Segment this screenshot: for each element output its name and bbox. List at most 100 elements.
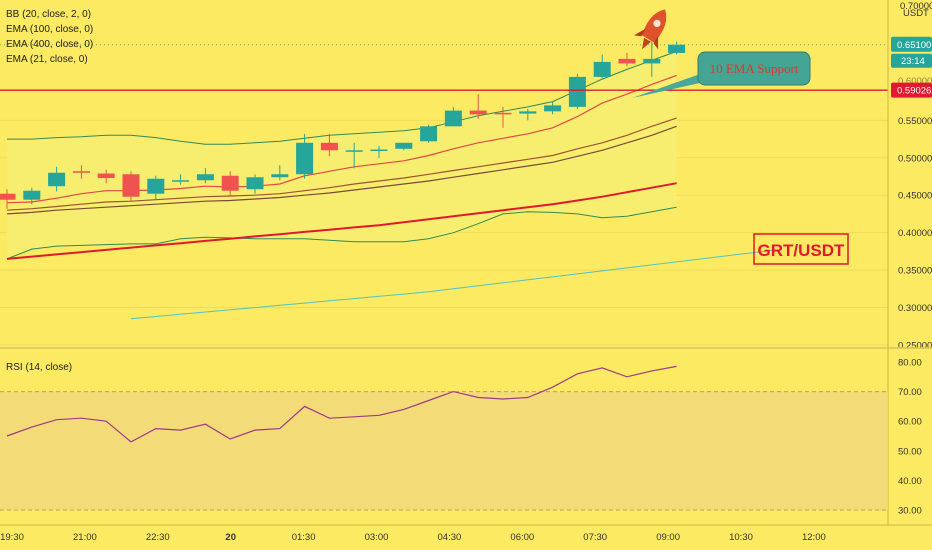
candle-body bbox=[23, 190, 41, 200]
candle-body bbox=[172, 180, 190, 182]
candle-3[interactable] bbox=[72, 165, 90, 179]
price-axis[interactable]: 0.70000 USDT 0.55000 0.50000 0.45000 0.4000… bbox=[887, 0, 932, 525]
legend-ema-21[interactable]: EMA (21, close, 0) bbox=[6, 54, 88, 65]
candle-body bbox=[618, 58, 636, 64]
time-tick-4: 01:30 bbox=[292, 532, 316, 543]
candle-4[interactable] bbox=[97, 169, 115, 184]
candle-14[interactable] bbox=[345, 142, 363, 169]
rocket-icon bbox=[633, 9, 667, 50]
candle-body bbox=[48, 172, 66, 187]
price-axis-top-tick: 0.70000 bbox=[900, 1, 932, 12]
time-tick-0: 19:30 bbox=[0, 532, 24, 543]
countdown-badge bbox=[891, 53, 932, 68]
candle-body bbox=[420, 126, 438, 142]
candle-body bbox=[593, 61, 611, 77]
candle-body bbox=[196, 174, 214, 181]
candle-2[interactable] bbox=[48, 166, 66, 192]
price-tick-hidden: 0.60000 bbox=[898, 76, 932, 87]
candle-9[interactable] bbox=[221, 171, 239, 197]
candle-body bbox=[494, 112, 512, 115]
candle-1[interactable] bbox=[23, 187, 41, 205]
candle-7[interactable] bbox=[172, 174, 190, 185]
candle-body bbox=[271, 174, 289, 178]
legend-bb[interactable]: BB (20, close, 2, 0) bbox=[6, 9, 91, 20]
price-tick-3: 0.40000 bbox=[898, 228, 932, 239]
price-levels bbox=[0, 44, 888, 91]
ema-cyan-line bbox=[130, 249, 776, 320]
rsi-tick-2: 60.00 bbox=[898, 417, 922, 428]
candle-6[interactable] bbox=[147, 175, 165, 200]
candle-body bbox=[444, 110, 462, 127]
rsi-line bbox=[6, 365, 677, 443]
candle-13[interactable] bbox=[320, 133, 338, 157]
indicator-legend: BB (20, close, 2, 0) EMA (100, close, 0)… bbox=[6, 9, 93, 65]
rsi-axis[interactable]: 80.00 70.00 60.00 50.00 40.00 30.00 bbox=[898, 358, 922, 517]
annotation-pointer bbox=[632, 74, 700, 98]
candle-body bbox=[469, 110, 487, 115]
candle-body bbox=[320, 142, 338, 151]
candle-5[interactable] bbox=[122, 171, 140, 202]
candle-body bbox=[643, 58, 661, 64]
countdown-text: 23:14 bbox=[901, 56, 925, 67]
candle-17[interactable] bbox=[420, 124, 438, 143]
symbol-label: GRT/USDT bbox=[753, 233, 849, 265]
legend-ema-400[interactable]: EMA (400, close, 0) bbox=[6, 39, 93, 50]
candle-12[interactable] bbox=[296, 133, 314, 179]
ema-10-line bbox=[6, 74, 677, 204]
candle-18[interactable] bbox=[444, 106, 462, 127]
ema-support-annotation[interactable]: 10 EMA Support bbox=[632, 51, 811, 98]
price-badges: 0.65100 23:14 0.59026 bbox=[891, 36, 932, 98]
candle-22[interactable] bbox=[544, 101, 562, 115]
annotation-text: 10 EMA Support bbox=[710, 61, 799, 76]
candle-20[interactable] bbox=[494, 106, 512, 128]
ema-lines bbox=[6, 74, 776, 320]
rsi-pane bbox=[0, 365, 888, 511]
rsi-tick-0: 80.00 bbox=[898, 358, 922, 369]
candle-body bbox=[345, 150, 363, 152]
rsi-tick-5: 30.00 bbox=[898, 506, 922, 517]
time-axis[interactable]: 19:30 21:00 22:30 20 01:30 03:00 04:30 06:00 07:… bbox=[0, 524, 932, 543]
time-tick-3: 20 bbox=[225, 532, 236, 543]
level-text: 0.59026 bbox=[897, 86, 931, 97]
candle-8[interactable] bbox=[196, 168, 214, 184]
candle-body bbox=[147, 178, 165, 194]
rsi-tick-3: 50.00 bbox=[898, 446, 922, 457]
candle-10[interactable] bbox=[246, 174, 264, 194]
bollinger-band bbox=[6, 50, 677, 260]
symbol-box bbox=[753, 233, 849, 265]
time-tick-9: 09:00 bbox=[656, 532, 680, 543]
candle-21[interactable] bbox=[519, 109, 537, 121]
price-ticks: 0.55000 0.50000 0.45000 0.40000 0.35000 0.300… bbox=[898, 76, 932, 352]
price-tick-4: 0.35000 bbox=[898, 266, 932, 277]
ema-21-line bbox=[6, 117, 677, 211]
candle-body bbox=[395, 142, 413, 149]
price-tick-2: 0.45000 bbox=[898, 191, 932, 202]
candle-11[interactable] bbox=[271, 165, 289, 181]
time-tick-5: 03:00 bbox=[365, 532, 389, 543]
last-price-badge bbox=[891, 36, 932, 52]
candle-16[interactable] bbox=[395, 142, 413, 151]
price-tick-6: 0.25000 bbox=[898, 341, 932, 352]
rsi-title[interactable]: RSI (14, close) bbox=[6, 362, 72, 373]
ema-100-line bbox=[6, 125, 677, 215]
bb-fill bbox=[7, 51, 677, 259]
candle-25[interactable] bbox=[618, 52, 636, 67]
candle-body bbox=[296, 142, 314, 175]
candle-23[interactable] bbox=[568, 73, 586, 110]
candle-26[interactable] bbox=[643, 39, 661, 77]
level-badge bbox=[891, 82, 932, 98]
time-tick-6: 04:30 bbox=[438, 532, 462, 543]
candle-27[interactable] bbox=[668, 41, 686, 55]
rsi-zone bbox=[0, 391, 888, 510]
candle-body bbox=[221, 175, 239, 191]
candle-24[interactable] bbox=[593, 54, 611, 79]
candles[interactable] bbox=[0, 39, 686, 209]
candle-19[interactable] bbox=[469, 94, 487, 119]
candle-0[interactable] bbox=[0, 189, 16, 209]
candle-15[interactable] bbox=[370, 145, 388, 158]
candle-body bbox=[370, 149, 388, 152]
candle-body bbox=[519, 111, 537, 114]
legend-ema-100[interactable]: EMA (100, close, 0) bbox=[6, 24, 93, 35]
